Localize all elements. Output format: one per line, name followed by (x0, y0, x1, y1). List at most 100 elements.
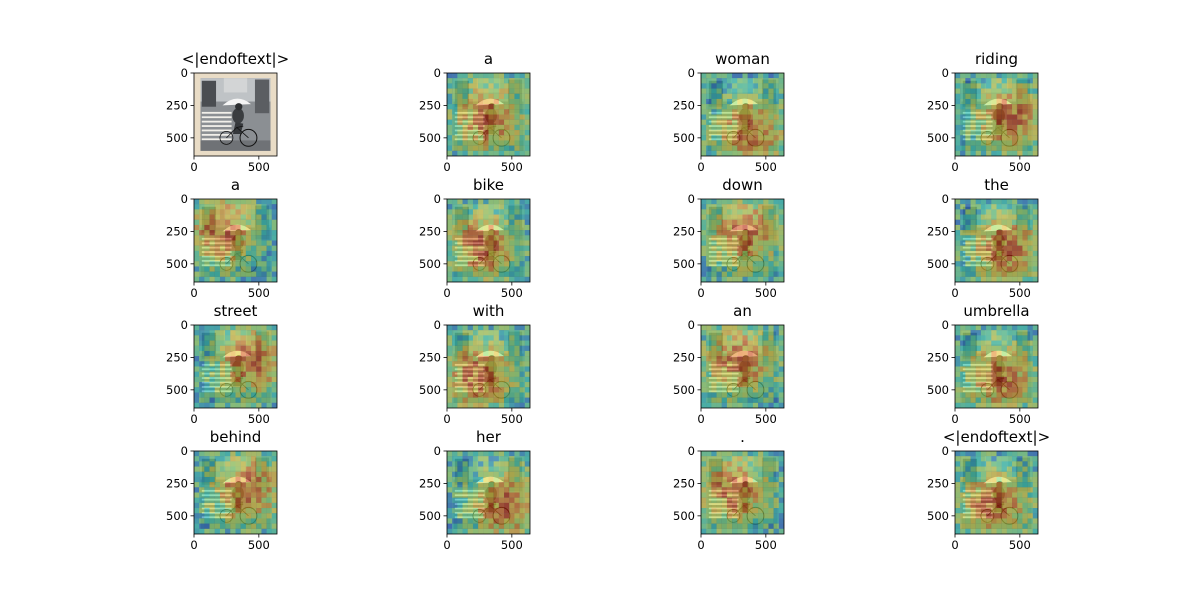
y-tick-label: 500 (419, 383, 441, 397)
x-tick-label: 500 (248, 286, 270, 300)
y-tick-label: 250 (927, 476, 949, 490)
y-tick-label: 250 (166, 350, 188, 364)
panel-title: umbrella (963, 302, 1029, 320)
axes-frame (700, 324, 785, 409)
x-tick-label: 500 (755, 412, 777, 426)
x-tick-label: 0 (951, 160, 958, 174)
y-tick-label: 500 (927, 383, 949, 397)
y-tick-label: 250 (166, 476, 188, 490)
y-tick-label: 500 (927, 131, 949, 145)
y-tick-label: 250 (419, 476, 441, 490)
panel-11: 0 500 0 250 500 an (673, 302, 785, 426)
x-tick-label: 500 (1009, 412, 1031, 426)
axes-frame (193, 198, 278, 283)
y-tick-label: 250 (419, 350, 441, 364)
y-tick-label: 250 (166, 224, 188, 238)
panel-title: her (476, 428, 502, 446)
axes-frame (954, 198, 1039, 283)
y-tick-label: 0 (688, 66, 695, 80)
y-tick-label: 0 (942, 192, 949, 206)
y-tick-label: 0 (181, 318, 188, 332)
y-tick-label: 250 (673, 476, 695, 490)
panel-15: 0 500 0 250 500. (673, 428, 785, 552)
x-tick-label: 0 (697, 412, 704, 426)
attention-heatmap (447, 199, 531, 283)
panel-title: a (231, 176, 240, 194)
axes-frame (700, 198, 785, 283)
attention-heatmap (955, 451, 1039, 535)
axes-frame (700, 450, 785, 535)
x-tick-label: 0 (190, 538, 197, 552)
x-tick-label: 500 (248, 412, 270, 426)
x-tick-label: 0 (697, 538, 704, 552)
x-tick-label: 500 (248, 538, 270, 552)
panel-7: 0 500 0 250 500 down (673, 176, 785, 300)
x-tick-label: 0 (951, 286, 958, 300)
y-tick-label: 500 (166, 257, 188, 271)
y-tick-label: 500 (419, 131, 441, 145)
attention-heatmap (701, 325, 785, 409)
axes-frame (446, 72, 531, 157)
panel-14: 0 500 0 250 500 her (419, 428, 531, 552)
x-tick-label: 0 (443, 412, 450, 426)
attention-heatmap (955, 325, 1039, 409)
y-tick-label: 0 (181, 444, 188, 458)
panel-3: 0 500 0 250 500 woman (673, 50, 785, 174)
axes-frame (446, 450, 531, 535)
attention-heatmap (701, 73, 785, 157)
axes-frame (446, 324, 531, 409)
y-tick-label: 500 (673, 509, 695, 523)
panel-9: 0 500 0 250 500 street (166, 302, 278, 426)
panel-title: behind (210, 428, 261, 446)
x-tick-label: 0 (443, 286, 450, 300)
y-tick-label: 250 (927, 98, 949, 112)
x-tick-label: 0 (190, 412, 197, 426)
x-tick-label: 0 (190, 286, 197, 300)
panel-title: <|endoftext|> (182, 50, 289, 68)
y-tick-label: 250 (927, 350, 949, 364)
x-tick-label: 500 (501, 538, 523, 552)
y-tick-label: 0 (688, 318, 695, 332)
x-tick-label: 0 (190, 160, 197, 174)
attention-heatmap (701, 199, 785, 283)
panel-13: 0 500 0 250 500 behind (166, 428, 278, 552)
x-tick-label: 0 (951, 538, 958, 552)
y-tick-label: 500 (927, 257, 949, 271)
attention-heatmap (447, 325, 531, 409)
attention-heatmap (955, 199, 1039, 283)
y-tick-label: 500 (166, 383, 188, 397)
x-tick-label: 500 (1009, 160, 1031, 174)
axes-frame (193, 72, 278, 157)
x-tick-label: 500 (1009, 538, 1031, 552)
y-tick-label: 500 (166, 509, 188, 523)
y-tick-label: 0 (434, 66, 441, 80)
y-tick-label: 0 (942, 318, 949, 332)
x-tick-label: 0 (443, 538, 450, 552)
y-tick-label: 500 (166, 131, 188, 145)
attention-heatmap (701, 451, 785, 535)
y-tick-label: 0 (942, 66, 949, 80)
x-tick-label: 500 (755, 538, 777, 552)
x-tick-label: 500 (755, 160, 777, 174)
panel-title: woman (715, 50, 770, 68)
axes-frame (954, 324, 1039, 409)
y-tick-label: 500 (673, 383, 695, 397)
y-tick-label: 0 (688, 444, 695, 458)
panel-title: an (733, 302, 752, 320)
y-tick-label: 250 (673, 98, 695, 112)
axes-frame (700, 72, 785, 157)
x-tick-label: 500 (501, 160, 523, 174)
panel-title: bike (473, 176, 504, 194)
source-photo (194, 73, 277, 157)
panel-6: 0 500 0 250 500 bike (419, 176, 531, 300)
axes-frame (193, 450, 278, 535)
panel-4: 0 500 0 250 500 riding (927, 50, 1039, 174)
y-tick-label: 0 (942, 444, 949, 458)
y-tick-label: 0 (181, 192, 188, 206)
panel-title: with (473, 302, 505, 320)
x-tick-label: 500 (501, 412, 523, 426)
y-tick-label: 250 (673, 224, 695, 238)
attention-heatmap (194, 451, 278, 535)
panel-1: 0 500 0 250 500 <|endoftext|> (166, 50, 289, 174)
